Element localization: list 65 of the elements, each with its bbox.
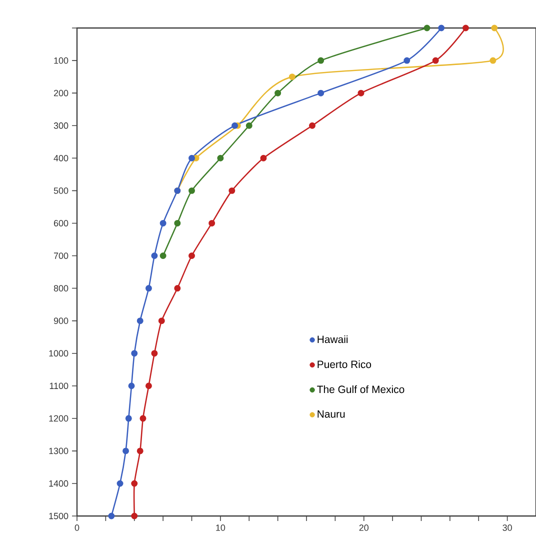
x-tick-label: 0	[74, 524, 80, 531]
point	[116, 480, 124, 487]
point	[122, 448, 130, 454]
point	[151, 350, 158, 357]
point	[318, 90, 324, 96]
point	[288, 74, 296, 80]
y-tick-label: 200	[54, 90, 68, 96]
y-tick-label: 800	[54, 285, 68, 292]
point	[136, 318, 144, 324]
point	[188, 187, 195, 194]
y-tick-label: 400	[54, 154, 68, 162]
legend-label: Nauru	[318, 410, 345, 418]
y-tick-label: 1400	[49, 480, 68, 487]
point	[404, 57, 410, 64]
point	[160, 252, 166, 259]
point	[208, 220, 216, 226]
point	[128, 382, 135, 390]
y-tick-label: 1200	[49, 415, 68, 422]
point	[108, 512, 115, 520]
point	[246, 122, 252, 129]
point	[131, 512, 138, 520]
point	[318, 57, 324, 64]
y-tick-label: 1100	[50, 382, 68, 390]
y-tick-label: 1000	[49, 350, 68, 357]
x-tick-label: 10	[216, 524, 226, 531]
x-tick-label: 30	[502, 524, 512, 531]
legend-label: Puerto Rico	[318, 360, 372, 368]
point	[424, 24, 430, 32]
point	[158, 318, 165, 324]
y-tick-label: 100	[54, 57, 68, 64]
point	[131, 480, 138, 487]
legend-label: The Gulf of Mexico	[317, 385, 404, 394]
point	[136, 448, 144, 454]
point	[160, 220, 166, 226]
y-tick-label: 300	[54, 122, 68, 129]
point	[491, 24, 498, 32]
point	[188, 252, 195, 259]
x-tick-label: 20	[359, 524, 369, 531]
point	[438, 24, 445, 32]
point	[140, 415, 146, 422]
point	[174, 220, 181, 226]
legend-label: Hawaii	[318, 335, 348, 344]
point	[358, 90, 364, 96]
point	[260, 154, 267, 162]
point	[145, 285, 152, 292]
point	[174, 285, 181, 292]
point	[217, 154, 224, 162]
point	[228, 187, 236, 194]
y-tick-label: 1500	[49, 512, 68, 520]
point	[131, 350, 138, 357]
y-tick-label: 900	[54, 318, 68, 324]
point	[490, 57, 496, 64]
y-tick-label: 500	[54, 188, 68, 194]
point	[462, 24, 469, 32]
point	[125, 415, 132, 422]
point	[232, 122, 238, 129]
point	[274, 90, 282, 96]
y-tick-label: 700	[54, 252, 68, 259]
point	[188, 154, 195, 162]
point	[432, 57, 439, 64]
point	[308, 122, 316, 129]
y-tick-label: 1300	[49, 448, 68, 454]
point	[145, 382, 152, 390]
point	[151, 252, 158, 259]
y-tick-label: 600	[54, 220, 68, 226]
